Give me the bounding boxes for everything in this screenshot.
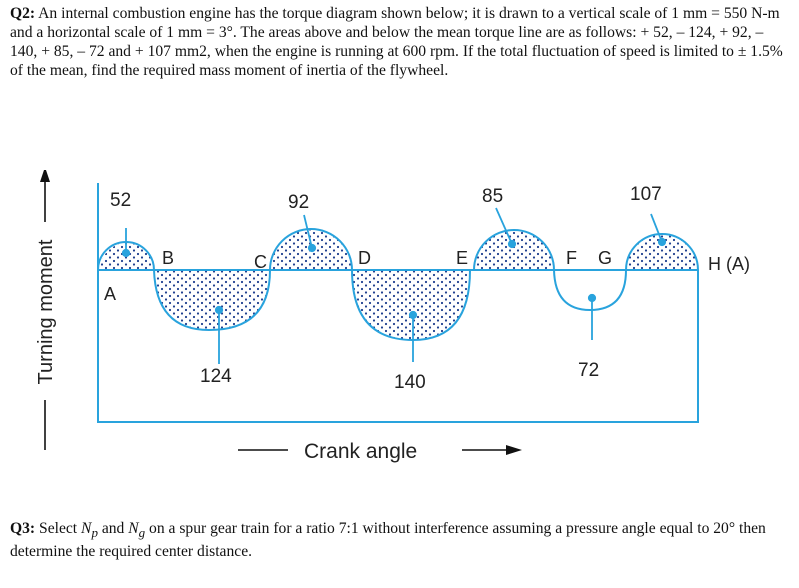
diagram-frame [97, 183, 699, 423]
ng-symbol: Ng [128, 520, 146, 541]
x-axis-label: Crank angle [304, 440, 417, 463]
area-value-labels: 52 124 92 140 85 72 107 [110, 184, 662, 393]
point-label-e: E [456, 248, 468, 268]
question-3-text-3: on a spur gear train for a ratio 7:1 wit… [10, 520, 766, 561]
area-label-72: 72 [578, 360, 599, 381]
point-label-d: D [358, 248, 371, 268]
point-labels: A B C D E F G H (A) [104, 248, 750, 304]
point-label-b: B [162, 248, 174, 268]
area-label-85: 85 [482, 186, 503, 207]
point-label-c: C [254, 252, 267, 272]
area-140-fill [352, 270, 470, 340]
x-axis: Crank angle [238, 440, 522, 463]
point-label-h: H (A) [708, 254, 750, 274]
area-label-140: 140 [394, 372, 426, 393]
y-axis-arrow-head [40, 170, 50, 182]
question-2-text: An internal combustion engine has the to… [10, 5, 783, 79]
point-label-f: F [566, 248, 577, 268]
question-3-text-1: Select [35, 520, 82, 537]
question-3-label: Q3: [10, 520, 36, 537]
np-sub: p [91, 525, 98, 541]
point-label-g: G [598, 248, 612, 268]
area-124-fill [154, 270, 270, 330]
y-axis-label: Turning moment [35, 239, 57, 384]
ng-sub: g [138, 525, 146, 541]
area-label-52: 52 [110, 190, 131, 211]
point-label-a: A [104, 284, 116, 304]
leader-lines [121, 207, 667, 364]
x-axis-arrow-head [506, 445, 522, 455]
question-3: Q3: Select Np and Ng on a spur gear trai… [10, 519, 790, 561]
area-85-fill [474, 230, 554, 270]
question-2-label: Q2: [10, 5, 36, 22]
area-label-92: 92 [288, 192, 309, 213]
np-symbol: Np [81, 520, 98, 541]
area-label-107: 107 [630, 184, 662, 205]
question-2: Q2: An internal combustion engine has th… [10, 4, 790, 80]
y-axis: Turning moment [35, 170, 57, 450]
torque-diagram: 52 124 92 140 85 72 107 A B C D E F G H … [35, 170, 750, 463]
area-107-fill [626, 234, 698, 270]
area-fills [100, 229, 698, 340]
question-3-text-2: and [97, 520, 129, 537]
area-label-124: 124 [200, 366, 232, 387]
np-main: N [81, 520, 92, 537]
ng-main: N [128, 520, 139, 537]
